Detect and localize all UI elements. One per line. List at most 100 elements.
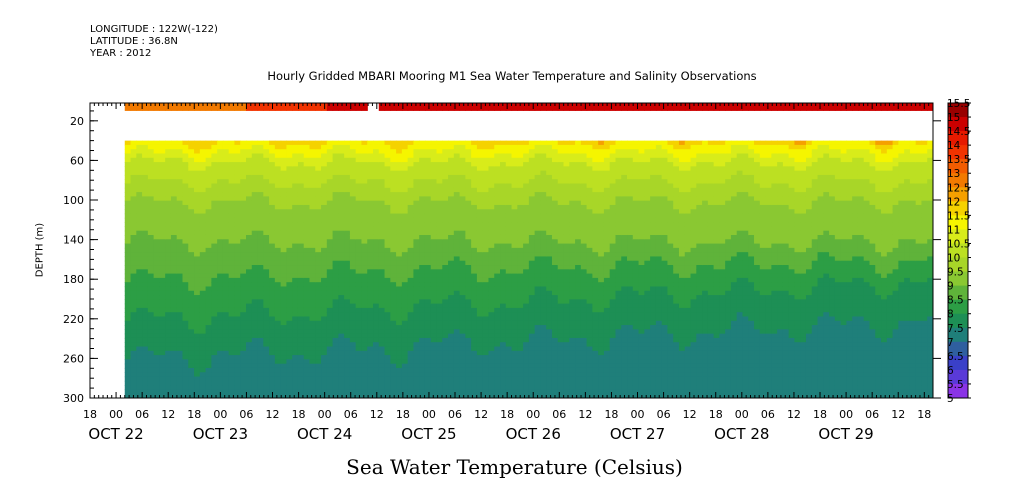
heat-cell	[234, 187, 241, 193]
heat-cell	[436, 183, 443, 189]
heat-cell	[384, 269, 391, 275]
heat-cell	[217, 252, 224, 258]
heat-cell	[194, 337, 201, 343]
heat-cell	[194, 282, 201, 288]
heat-cell	[424, 303, 432, 309]
heat-cell	[575, 359, 582, 365]
heat-cell	[344, 252, 351, 258]
heat-cell	[384, 393, 391, 398]
heat-cell	[211, 234, 218, 240]
heat-cell	[136, 192, 143, 197]
heat-cell	[211, 144, 218, 150]
heat-cell	[442, 196, 449, 202]
heat-cell	[557, 140, 565, 146]
heat-cell	[165, 299, 172, 305]
heat-cell	[257, 359, 264, 365]
heat-cell	[523, 273, 530, 279]
heat-cell	[153, 273, 160, 279]
heat-cell	[482, 363, 490, 369]
heat-cell	[188, 260, 195, 266]
heat-cell	[286, 325, 293, 330]
heat-cell	[424, 204, 432, 210]
heat-cell	[182, 222, 189, 228]
heat-cell	[534, 209, 542, 215]
heat-cell	[303, 290, 311, 296]
heat-cell	[523, 196, 530, 202]
heat-cell	[136, 320, 143, 326]
heat-cell	[569, 144, 576, 150]
heat-cell	[476, 234, 484, 240]
heat-cell	[217, 256, 224, 262]
heat-cell	[280, 265, 288, 270]
heat-cell	[349, 170, 357, 176]
heat-cell	[500, 256, 507, 262]
heat-cell	[234, 303, 241, 309]
heat-cell	[349, 269, 357, 275]
heat-cell	[246, 316, 253, 322]
heat-cell	[384, 286, 391, 292]
heat-cell	[459, 342, 466, 348]
heat-cell	[246, 367, 253, 373]
heat-cell	[575, 183, 582, 189]
heat-cell	[153, 329, 160, 335]
heat-cell	[465, 277, 472, 283]
heat-cell	[361, 290, 368, 296]
heat-cell	[373, 149, 380, 155]
heat-cell	[130, 174, 137, 180]
heat-cell	[517, 213, 524, 219]
heat-cell	[355, 226, 363, 232]
heat-cell	[430, 239, 438, 245]
heat-cell	[511, 316, 518, 322]
heat-cell	[217, 170, 224, 176]
heat-cell	[355, 316, 363, 322]
heat-cell	[390, 217, 397, 223]
heat-cell	[234, 230, 241, 236]
heat-cell	[269, 376, 276, 382]
heat-cell	[592, 325, 599, 330]
heat-cell	[523, 170, 530, 176]
heat-cell	[136, 204, 143, 210]
heat-cell	[465, 303, 472, 309]
heat-cell	[586, 153, 593, 159]
heat-cell	[170, 243, 178, 249]
heat-cell	[199, 299, 207, 305]
heat-cell	[384, 389, 391, 395]
heat-cell	[580, 230, 588, 236]
heat-cell	[309, 389, 316, 395]
heat-cell	[234, 320, 241, 326]
heat-cell	[147, 329, 155, 335]
heat-cell	[349, 316, 357, 322]
heat-cell	[234, 166, 241, 172]
heat-cell	[194, 149, 201, 155]
heat-cell	[361, 346, 368, 352]
heat-cell	[465, 265, 472, 270]
heat-cell	[471, 149, 478, 155]
heat-cell	[546, 312, 553, 318]
heat-cell	[436, 166, 443, 172]
heat-cell	[176, 149, 184, 155]
heat-cell	[436, 213, 443, 219]
heat-cell	[413, 170, 420, 176]
heat-cell	[557, 307, 565, 313]
heat-cell	[205, 183, 212, 189]
heat-cell	[344, 355, 351, 360]
heat-cell	[407, 363, 415, 369]
heat-cell	[482, 144, 490, 150]
heat-cell	[575, 174, 582, 180]
heat-cell	[586, 367, 593, 373]
heat-cell	[384, 363, 391, 369]
heat-cell	[205, 359, 212, 365]
heat-cell	[338, 260, 345, 266]
heat-cell	[188, 209, 195, 215]
heat-cell	[315, 140, 322, 146]
heat-cell	[390, 367, 397, 373]
heat-cell	[246, 329, 253, 335]
heat-cell	[500, 299, 507, 305]
heat-cell	[546, 346, 553, 352]
heat-cell	[349, 256, 357, 262]
heat-cell	[517, 273, 524, 279]
heat-cell	[488, 256, 495, 262]
heat-cell	[459, 213, 466, 219]
heat-cell	[303, 204, 311, 210]
heat-cell	[303, 149, 311, 155]
